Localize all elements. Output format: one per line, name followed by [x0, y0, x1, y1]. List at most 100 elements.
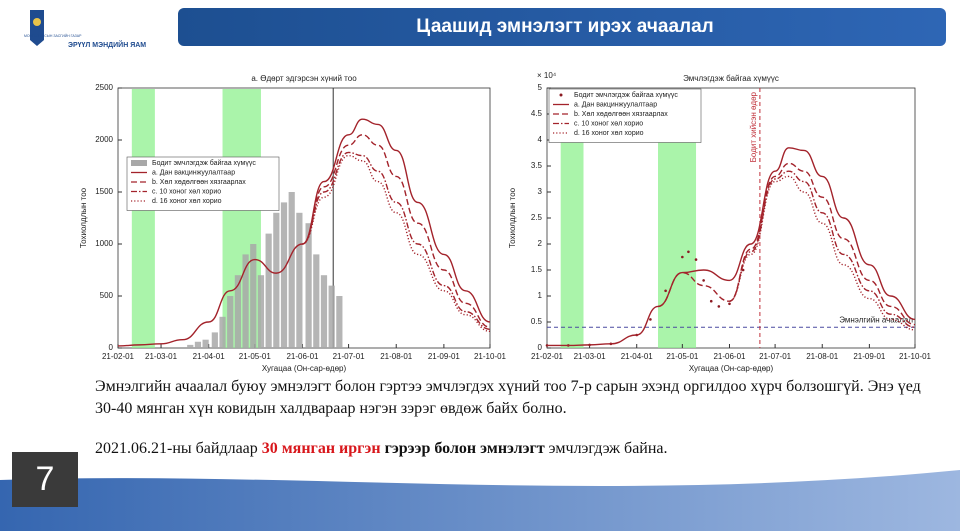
- legend-label: a. Дан вакцинжуулалтаар: [574, 101, 657, 108]
- bar: [336, 296, 343, 348]
- series-line: [729, 170, 916, 328]
- y-scale-label: × 10⁴: [537, 71, 557, 80]
- status-bold: гэрээр болон эмнэлэгт: [380, 440, 545, 457]
- data-point: [728, 302, 731, 306]
- data-point: [664, 289, 667, 293]
- bar: [257, 275, 265, 348]
- legend-swatch: [131, 160, 147, 166]
- x-tick-label: 21-04-01: [193, 352, 226, 361]
- bar: [320, 275, 328, 348]
- y-tick-label: 1.5: [531, 265, 543, 274]
- x-tick-label: 21-10-01: [899, 352, 932, 361]
- y-tick-label: 500: [100, 291, 114, 300]
- series-line: [657, 162, 916, 326]
- x-tick-label: 21-06-01: [713, 352, 746, 361]
- y-tick-label: 1000: [95, 239, 113, 248]
- series-line: [117, 118, 491, 347]
- bar: [305, 223, 312, 348]
- legend-label: a. Дан вакцинжуулалтаар: [152, 169, 235, 176]
- paragraph: Эмнэлгийн ачаалал буюу эмнэлэгт болон гэ…: [95, 378, 921, 417]
- legend-box: [548, 88, 702, 143]
- legend-label: d. 16 хоног хөл хорио: [152, 198, 222, 205]
- series-line: [302, 134, 491, 328]
- x-tick-label: 21-05-01: [666, 352, 699, 361]
- y-tick-label: 0: [538, 343, 543, 352]
- legend-label: b. Хөл хөдөлгөөн хязгаарлах: [152, 179, 246, 186]
- bar: [227, 296, 234, 348]
- bar: [234, 275, 242, 348]
- legend-label: Бодит эмчлэгдэж байгаа хүмүүс: [574, 91, 678, 99]
- legend-box: [126, 156, 280, 211]
- x-tick-label: 21-07-01: [759, 352, 792, 361]
- x-tick-label: 21-04-01: [621, 352, 654, 361]
- bar: [219, 316, 226, 348]
- status-highlight: 30 мянган иргэн: [261, 440, 381, 457]
- data-point: [709, 299, 713, 303]
- bar: [202, 339, 209, 348]
- y-tick-label: 3: [538, 187, 543, 196]
- data-point: [687, 250, 690, 254]
- x-tick-label: 21-03-01: [574, 352, 607, 361]
- x-tick-label: 21-02-01: [102, 352, 135, 361]
- x-tick-label: 21-07-01: [333, 352, 366, 361]
- bar: [328, 285, 335, 348]
- series-line: [302, 154, 491, 333]
- status-text: 2021.06.21-ны байдлаар: [95, 440, 262, 457]
- x-axis-label: Хугацаа (Он-сар-өдөр): [689, 364, 774, 373]
- date-line-label: Бодит хийсэн өдөр: [749, 91, 758, 162]
- footer-wave: [0, 470, 960, 531]
- status-line: 2021.06.21-ны байдлаар 30 мянган иргэн г…: [95, 438, 925, 460]
- legend-label: Бодит эмчлэгдэж байгаа хүмүүс: [152, 159, 256, 167]
- slide-number-box: [12, 452, 78, 507]
- bar: [211, 332, 218, 348]
- data-point: [702, 279, 705, 282]
- legend-label: b. Хөл хөдөлгөөн хязгаарлах: [574, 111, 668, 118]
- y-tick-label: 3.5: [531, 161, 543, 170]
- chart-title: Эмчлэгдэж байгаа хүмүүс: [683, 74, 779, 83]
- bar: [296, 212, 303, 348]
- legend-label: c. 10 хоног хөл хорио: [574, 120, 643, 127]
- y-axis-label: Тохиолдлын тоо: [508, 187, 517, 248]
- bar: [250, 244, 257, 348]
- chart-title: а. Өдөрт эдгэрсэн хүний тоо: [251, 74, 357, 83]
- y-tick-label: 1: [538, 291, 543, 300]
- y-tick-label: 1500: [95, 187, 113, 196]
- bar: [194, 341, 202, 348]
- slide-number: 7: [36, 460, 55, 498]
- x-tick-label: 21-08-01: [380, 352, 413, 361]
- bar: [313, 254, 320, 348]
- legend-label: d. 16 хоног хөл хорио: [574, 130, 644, 137]
- org-name: ЭРҮҮЛ МЭНДИЙН ЯАМ: [68, 40, 146, 49]
- x-tick-label: 21-10-01: [474, 352, 507, 361]
- header-title: Цаашид эмнэлэгт ирэх ачаалал: [416, 16, 714, 37]
- x-tick-label: 21-05-01: [239, 352, 272, 361]
- y-tick-label: 5: [538, 83, 543, 92]
- x-tick-label: 21-06-01: [286, 352, 319, 361]
- y-tick-label: 4: [538, 135, 543, 144]
- y-tick-label: 0.5: [531, 317, 543, 326]
- series-line: [729, 175, 916, 331]
- data-point: [649, 318, 652, 321]
- series-line: [547, 147, 916, 347]
- bar: [187, 344, 194, 348]
- y-tick-label: 2500: [95, 83, 113, 92]
- y-tick-label: 4.5: [531, 109, 543, 118]
- bar: [288, 192, 295, 348]
- x-tick-label: 21-02-01: [531, 352, 564, 361]
- data-point: [694, 258, 698, 261]
- x-tick-label: 21-03-01: [145, 352, 178, 361]
- logo-sun: [33, 18, 41, 26]
- org-small: МОНГОЛ УЛСЫН ЗАСГИЙН ГАЗАР: [24, 34, 82, 38]
- bar: [265, 233, 272, 348]
- shaded-range: [560, 89, 584, 348]
- bar: [280, 202, 288, 348]
- status-text: эмчлэгдэж байна.: [544, 440, 668, 457]
- bar: [273, 212, 280, 348]
- x-tick-label: 21-09-01: [428, 352, 461, 361]
- capacity-label: Эмнэлгийн ачаалал: [839, 315, 913, 324]
- y-tick-label: 0: [109, 343, 114, 352]
- y-axis-label: Тохиолдлын тоо: [79, 187, 88, 248]
- y-tick-label: 2000: [95, 135, 113, 144]
